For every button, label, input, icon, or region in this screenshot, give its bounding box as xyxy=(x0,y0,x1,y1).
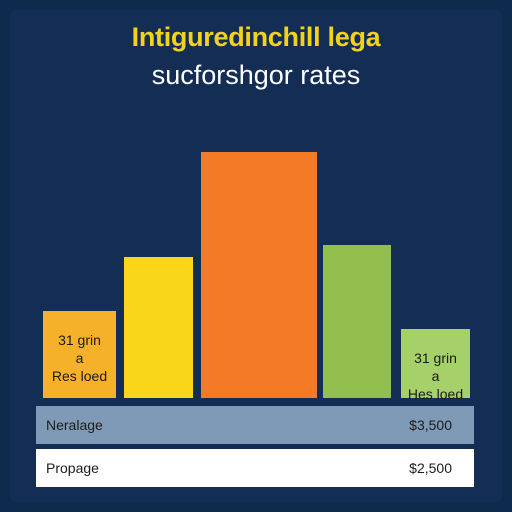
bar-3 xyxy=(201,152,317,398)
bar-4 xyxy=(323,245,391,398)
bar-2 xyxy=(124,257,193,398)
table-row-label: Neralage xyxy=(46,417,103,433)
bar-data-label: 31 grin xyxy=(414,350,457,366)
table-row: Neralage $3,500 xyxy=(36,406,474,444)
bar-data-label: Res loed xyxy=(52,368,107,384)
bar-1 xyxy=(43,311,116,398)
bar-5 xyxy=(401,329,470,398)
table-row-value: $2,500 xyxy=(409,460,452,476)
bar-data-label: a xyxy=(76,350,84,366)
bar-data-label: a xyxy=(432,368,440,384)
bar-data-label: Hes loed xyxy=(408,386,463,402)
chart-subtitle: sucforshgor rates xyxy=(151,60,361,90)
table-row-label: Propage xyxy=(46,460,99,476)
table-row-value: $3,500 xyxy=(409,417,452,433)
table-row: Propage $2,500 xyxy=(36,449,474,487)
chart-title: Intiguredinchill lega xyxy=(131,22,381,52)
bar-data-label: 31 grin xyxy=(58,332,101,348)
